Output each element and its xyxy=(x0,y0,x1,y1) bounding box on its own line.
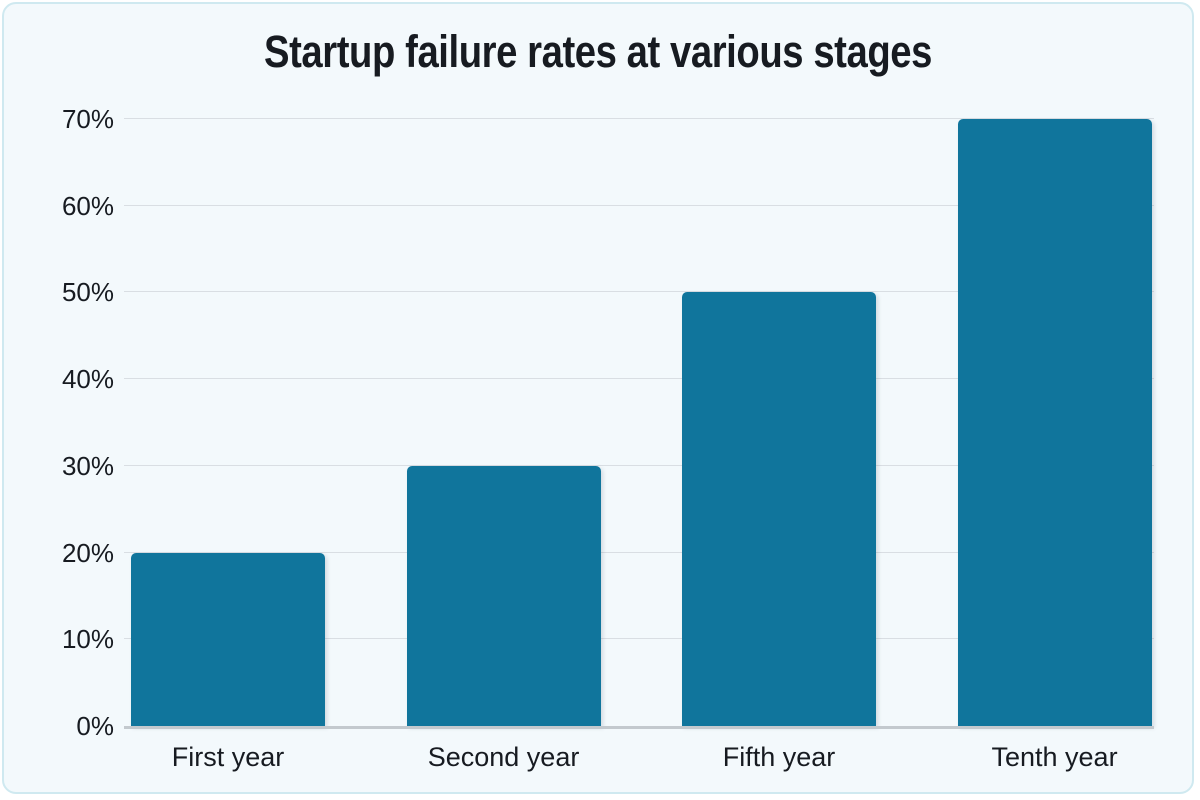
gridline xyxy=(124,118,1154,119)
gridline xyxy=(124,204,1154,206)
y-tick-label: 40% xyxy=(61,364,114,395)
gridline xyxy=(124,464,1154,466)
bar-second-year xyxy=(406,465,601,726)
bar-fifth-year xyxy=(682,292,877,726)
gridline xyxy=(124,638,1154,640)
gridline xyxy=(124,551,1154,553)
y-tick-label: 60% xyxy=(61,190,114,221)
plot-area: 0% 10% 20% 30% 40% 50% 60% 70% First year Second… xyxy=(62,106,1154,771)
bar-first-year xyxy=(131,552,326,726)
bar-tenth-year xyxy=(957,119,1152,726)
x-tick-label: Second year xyxy=(427,742,580,772)
y-tick-label: 50% xyxy=(61,277,114,308)
x-tick-label: Fifth year xyxy=(722,742,836,772)
y-tick-label: 70% xyxy=(61,104,114,134)
y-tick-label: 20% xyxy=(61,537,114,568)
x-tick-label: Tenth year xyxy=(991,742,1118,772)
gridline xyxy=(124,291,1154,293)
y-tick-label: 30% xyxy=(61,450,114,481)
y-tick-label: 10% xyxy=(61,624,114,655)
chart-title: Startup failure rates at various stages xyxy=(264,26,932,77)
gridline xyxy=(124,378,1154,380)
x-tick-label: First year xyxy=(171,742,285,772)
y-tick-label: 0% xyxy=(76,711,114,741)
x-axis-line xyxy=(124,726,1154,729)
